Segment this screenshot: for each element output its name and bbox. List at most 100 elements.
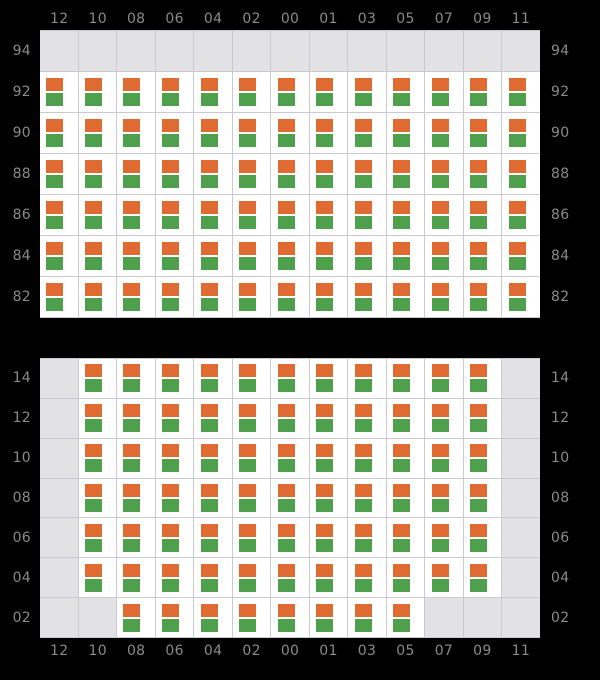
bottom-cell[interactable] — [386, 558, 425, 598]
bottom-cell[interactable] — [194, 558, 232, 598]
top-cell[interactable] — [348, 154, 386, 194]
bottom-cell[interactable] — [232, 438, 271, 478]
bottom-cell[interactable] — [117, 398, 155, 438]
bottom-cell[interactable] — [502, 478, 540, 518]
top-cell[interactable] — [271, 154, 309, 194]
top-cell[interactable] — [425, 195, 463, 235]
bottom-cell[interactable] — [309, 478, 348, 518]
bottom-cell[interactable] — [425, 598, 463, 638]
top-cell[interactable] — [78, 72, 117, 112]
top-cell[interactable] — [309, 72, 348, 112]
top-cell[interactable] — [117, 277, 155, 317]
bottom-cell[interactable] — [309, 518, 348, 558]
top-cell[interactable] — [194, 195, 232, 235]
top-cell[interactable] — [463, 31, 502, 71]
top-cell[interactable] — [463, 277, 502, 317]
top-cell[interactable] — [309, 154, 348, 194]
bottom-cell[interactable] — [78, 438, 117, 478]
top-cell[interactable] — [386, 236, 425, 276]
bottom-cell[interactable] — [78, 518, 117, 558]
top-cell[interactable] — [232, 72, 271, 112]
bottom-cell[interactable] — [78, 359, 117, 398]
bottom-cell[interactable] — [348, 518, 386, 558]
top-cell[interactable] — [425, 31, 463, 71]
bottom-cell[interactable] — [232, 558, 271, 598]
top-cell[interactable] — [232, 236, 271, 276]
bottom-cell[interactable] — [271, 598, 309, 638]
top-cell[interactable] — [40, 154, 78, 194]
bottom-cell[interactable] — [194, 438, 232, 478]
bottom-cell[interactable] — [40, 518, 78, 558]
bottom-cell[interactable] — [348, 478, 386, 518]
top-cell[interactable] — [232, 154, 271, 194]
top-cell[interactable] — [386, 113, 425, 153]
bottom-cell[interactable] — [348, 359, 386, 398]
bottom-cell[interactable] — [194, 359, 232, 398]
bottom-cell[interactable] — [386, 398, 425, 438]
top-cell[interactable] — [232, 31, 271, 71]
top-cell[interactable] — [463, 195, 502, 235]
bottom-cell[interactable] — [309, 598, 348, 638]
bottom-cell[interactable] — [348, 438, 386, 478]
bottom-cell[interactable] — [271, 359, 309, 398]
bottom-cell[interactable] — [309, 359, 348, 398]
bottom-cell[interactable] — [348, 558, 386, 598]
bottom-cell[interactable] — [155, 359, 194, 398]
bottom-cell[interactable] — [502, 359, 540, 398]
bottom-cell[interactable] — [502, 398, 540, 438]
bottom-cell[interactable] — [271, 398, 309, 438]
top-cell[interactable] — [155, 236, 194, 276]
top-cell[interactable] — [348, 72, 386, 112]
top-cell[interactable] — [78, 31, 117, 71]
top-cell[interactable] — [40, 236, 78, 276]
top-cell[interactable] — [502, 154, 540, 194]
top-cell[interactable] — [194, 72, 232, 112]
bottom-cell[interactable] — [40, 478, 78, 518]
top-cell[interactable] — [117, 72, 155, 112]
top-cell[interactable] — [271, 72, 309, 112]
top-cell[interactable] — [386, 277, 425, 317]
top-cell[interactable] — [463, 72, 502, 112]
bottom-cell[interactable] — [463, 438, 502, 478]
bottom-cell[interactable] — [425, 558, 463, 598]
top-cell[interactable] — [194, 31, 232, 71]
top-cell[interactable] — [309, 277, 348, 317]
top-cell[interactable] — [348, 236, 386, 276]
bottom-cell[interactable] — [40, 398, 78, 438]
top-cell[interactable] — [502, 72, 540, 112]
bottom-cell[interactable] — [194, 598, 232, 638]
bottom-cell[interactable] — [232, 478, 271, 518]
bottom-cell[interactable] — [463, 598, 502, 638]
top-cell[interactable] — [78, 154, 117, 194]
bottom-cell[interactable] — [155, 398, 194, 438]
top-cell[interactable] — [502, 195, 540, 235]
bottom-cell[interactable] — [386, 438, 425, 478]
bottom-cell[interactable] — [271, 438, 309, 478]
top-cell[interactable] — [502, 31, 540, 71]
top-cell[interactable] — [232, 195, 271, 235]
top-cell[interactable] — [78, 277, 117, 317]
top-cell[interactable] — [463, 113, 502, 153]
bottom-cell[interactable] — [155, 598, 194, 638]
top-cell[interactable] — [309, 31, 348, 71]
top-cell[interactable] — [155, 154, 194, 194]
top-cell[interactable] — [40, 31, 78, 71]
top-cell[interactable] — [232, 277, 271, 317]
bottom-cell[interactable] — [309, 558, 348, 598]
top-cell[interactable] — [155, 113, 194, 153]
bottom-cell[interactable] — [155, 478, 194, 518]
top-cell[interactable] — [232, 113, 271, 153]
top-cell[interactable] — [40, 277, 78, 317]
bottom-cell[interactable] — [117, 598, 155, 638]
top-cell[interactable] — [348, 277, 386, 317]
bottom-cell[interactable] — [271, 518, 309, 558]
bottom-cell[interactable] — [271, 478, 309, 518]
top-cell[interactable] — [463, 236, 502, 276]
top-cell[interactable] — [155, 72, 194, 112]
top-cell[interactable] — [271, 277, 309, 317]
bottom-cell[interactable] — [425, 398, 463, 438]
top-cell[interactable] — [348, 113, 386, 153]
bottom-cell[interactable] — [348, 598, 386, 638]
bottom-cell[interactable] — [463, 558, 502, 598]
bottom-cell[interactable] — [309, 398, 348, 438]
